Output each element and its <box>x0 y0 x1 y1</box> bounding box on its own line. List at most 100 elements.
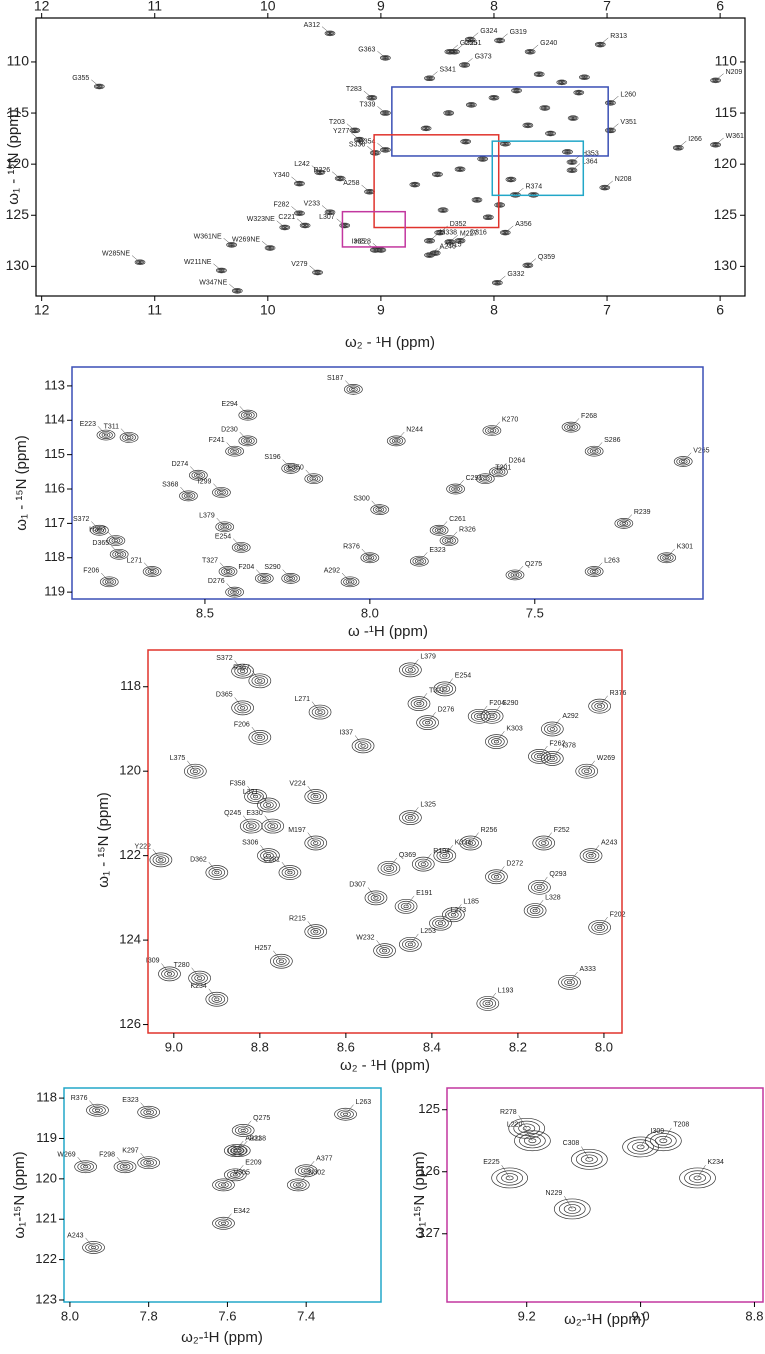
peak <box>540 751 564 766</box>
contour <box>220 269 223 272</box>
contour <box>488 736 505 748</box>
contour <box>371 150 380 155</box>
contour <box>514 1130 551 1152</box>
peak <box>179 490 198 502</box>
contour <box>442 536 456 545</box>
contour <box>303 1169 309 1173</box>
contour <box>214 488 229 497</box>
contour <box>220 524 230 530</box>
contour <box>104 579 114 585</box>
peak-label: S306 <box>242 839 258 846</box>
leader-line <box>438 521 448 531</box>
peak <box>340 576 360 588</box>
leader-line <box>235 1140 244 1151</box>
contour <box>379 947 390 955</box>
peak <box>351 738 375 754</box>
contour <box>606 100 615 105</box>
leader-line <box>223 1213 232 1224</box>
contour <box>453 487 458 491</box>
contour <box>288 467 293 470</box>
contour <box>247 791 264 802</box>
leader-line <box>569 971 578 983</box>
contour <box>313 841 319 845</box>
contour <box>488 94 500 101</box>
leader-line <box>478 705 488 717</box>
leader-line <box>91 521 100 531</box>
contour <box>227 447 242 456</box>
contour <box>570 116 576 120</box>
contour <box>334 1107 357 1121</box>
leader-line <box>444 845 453 856</box>
contour <box>191 972 208 984</box>
x-tick-label: 6 <box>716 302 724 318</box>
contour <box>380 55 391 61</box>
peak-label: K301 <box>677 544 693 551</box>
contour <box>380 110 391 116</box>
contour <box>304 789 328 804</box>
contour <box>373 249 377 251</box>
x-tick-label: 7.8 <box>140 1308 158 1323</box>
peak <box>248 673 272 689</box>
peak <box>558 974 581 990</box>
contour <box>257 574 272 583</box>
contour <box>566 151 569 153</box>
contour <box>568 160 576 165</box>
contour <box>426 76 433 80</box>
y-tick-label: 127 <box>418 1225 440 1240</box>
contour <box>436 173 439 176</box>
contour <box>547 755 558 763</box>
y-tick-label: 125 <box>6 206 30 222</box>
contour <box>234 1125 252 1136</box>
leader-line <box>116 1156 126 1167</box>
contour <box>508 570 522 579</box>
contour <box>505 569 525 581</box>
leader-line <box>354 735 364 747</box>
peak-label: A356 <box>515 221 531 228</box>
peak <box>109 548 129 560</box>
peak-label: T311 <box>104 423 120 430</box>
contour <box>475 199 479 201</box>
peak <box>446 483 465 495</box>
contour <box>538 839 550 847</box>
contour <box>460 138 472 145</box>
peak <box>605 127 616 134</box>
contour <box>405 814 416 822</box>
contour <box>211 869 223 877</box>
contour <box>265 803 271 807</box>
leader-line <box>449 234 459 243</box>
contour <box>679 1167 716 1189</box>
contour <box>134 259 146 266</box>
contour <box>597 43 603 47</box>
contour <box>547 132 554 135</box>
leader-line <box>449 44 459 52</box>
contour <box>714 143 717 146</box>
contour <box>365 555 375 561</box>
contour <box>337 177 343 180</box>
peak-label: F282 <box>274 202 290 209</box>
contour <box>327 31 333 35</box>
leader-line <box>97 426 107 436</box>
contour <box>478 156 487 162</box>
contour <box>522 122 534 129</box>
peak <box>354 136 365 143</box>
contour <box>278 959 284 963</box>
contour <box>227 1145 244 1156</box>
x-tick-label: 11 <box>147 302 162 318</box>
contour <box>281 463 301 474</box>
peak-label: W361 <box>726 133 744 140</box>
contour <box>348 386 358 392</box>
contour <box>372 151 378 155</box>
peak <box>137 1156 161 1170</box>
contour <box>231 663 254 679</box>
contour <box>304 924 328 940</box>
peak-label: M338 <box>440 229 458 236</box>
peak-label: W347NE <box>199 279 227 286</box>
contour <box>252 794 259 799</box>
peak-label: L271 <box>127 557 143 564</box>
contour <box>563 149 572 154</box>
contour <box>435 919 446 927</box>
leader-line <box>239 406 248 416</box>
peak <box>294 1164 318 1178</box>
peak-label: Y340 <box>273 172 289 179</box>
